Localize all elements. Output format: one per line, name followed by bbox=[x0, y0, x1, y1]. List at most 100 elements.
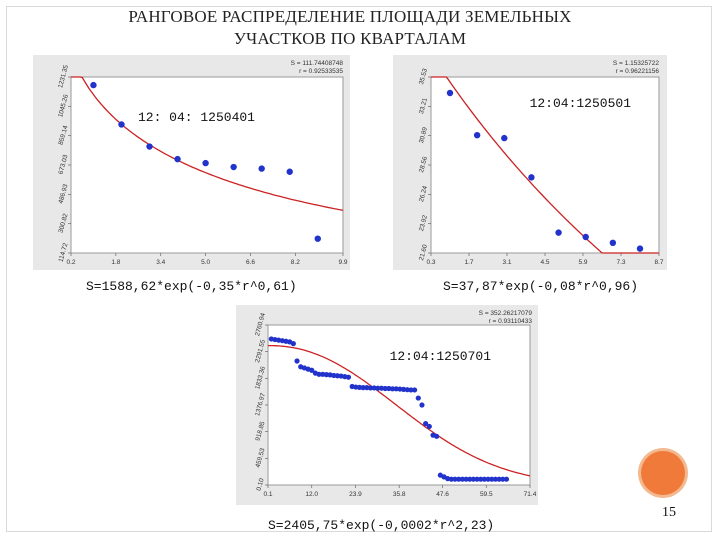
data-point bbox=[174, 155, 181, 163]
y-tick-label: 859.14 bbox=[58, 124, 70, 145]
y-tick-label: 33.21 bbox=[418, 97, 429, 115]
data-point bbox=[501, 134, 508, 142]
data-point bbox=[467, 476, 473, 482]
data-point bbox=[408, 387, 414, 393]
x-tick-label: 12.0 bbox=[305, 491, 318, 498]
y-tick-label: 459.53 bbox=[255, 447, 267, 468]
y-tick-label: 28.56 bbox=[418, 155, 429, 173]
stats-label: r = 0.96221156 bbox=[616, 68, 660, 75]
data-point bbox=[582, 233, 589, 241]
data-point bbox=[230, 163, 237, 171]
y-tick-label: 0.10 bbox=[256, 477, 266, 491]
data-point bbox=[290, 340, 296, 347]
x-tick-label: 9.9 bbox=[338, 259, 347, 266]
stats-label: r = 0.92533535 bbox=[299, 68, 343, 75]
data-point bbox=[419, 402, 425, 408]
x-tick-label: 0.1 bbox=[263, 491, 272, 498]
data-point bbox=[636, 245, 644, 252]
y-tick-label: 23.92 bbox=[418, 214, 429, 232]
fitted-curve bbox=[431, 76, 659, 254]
x-tick-label: 47.6 bbox=[436, 491, 449, 498]
data-point bbox=[412, 387, 418, 393]
data-point bbox=[434, 433, 440, 439]
data-point bbox=[202, 159, 209, 167]
data-point bbox=[415, 395, 421, 401]
data-point bbox=[456, 476, 462, 482]
fitted-curve bbox=[268, 344, 531, 477]
data-point bbox=[360, 385, 366, 391]
data-point bbox=[489, 476, 495, 482]
data-point bbox=[463, 476, 469, 482]
y-tick-label: 35.53 bbox=[418, 67, 429, 85]
data-point bbox=[459, 476, 465, 482]
slide-frame bbox=[6, 6, 712, 532]
y-tick-label: 30.89 bbox=[418, 126, 429, 144]
chart-title: 12:04:1250501 bbox=[530, 96, 632, 111]
data-point bbox=[258, 165, 265, 172]
x-tick-label: 1.8 bbox=[111, 259, 120, 266]
data-point bbox=[492, 476, 499, 482]
data-point bbox=[503, 476, 510, 482]
data-point bbox=[118, 121, 125, 128]
data-point bbox=[375, 385, 381, 391]
data-point bbox=[485, 476, 491, 482]
x-tick-label: 5.0 bbox=[201, 259, 210, 266]
decorative-orange-circle bbox=[641, 451, 685, 495]
data-point bbox=[452, 476, 458, 482]
formula-1250701: S=2405,75*exp(-0,0002*r^2,23) bbox=[268, 518, 495, 533]
data-point bbox=[528, 174, 535, 181]
data-point bbox=[426, 423, 432, 430]
chart-title: 12: 04: 1250401 bbox=[138, 110, 255, 125]
y-tick-label: 918.85 bbox=[255, 420, 267, 441]
page-number: 15 bbox=[662, 505, 676, 520]
stats-label: r = 0.93110433 bbox=[489, 318, 533, 325]
fitted-curve bbox=[71, 76, 344, 211]
chart-1250701: S = 352.26217079 r = 0.93110433 0.1 12.0 23.… bbox=[236, 305, 538, 505]
stats-label: S = 111.74408748 bbox=[291, 60, 344, 67]
x-tick-label: 0.3 bbox=[426, 259, 435, 266]
data-point bbox=[423, 420, 429, 427]
data-point bbox=[316, 371, 322, 377]
data-point bbox=[481, 476, 488, 482]
x-tick-label: 1.7 bbox=[464, 259, 473, 266]
data-point bbox=[496, 476, 502, 482]
data-point bbox=[90, 81, 97, 89]
data-point bbox=[314, 235, 321, 242]
y-tick-label: 1045.26 bbox=[57, 93, 70, 118]
x-tick-label: 7.3 bbox=[616, 259, 625, 266]
y-tick-label: 26.24 bbox=[418, 185, 429, 203]
x-tick-label: 59.5 bbox=[480, 491, 493, 498]
data-point bbox=[470, 476, 477, 482]
x-tick-label: 3.4 bbox=[156, 259, 165, 266]
x-tick-label: 4.5 bbox=[540, 259, 549, 266]
data-point bbox=[286, 168, 293, 175]
x-tick-label: 8.7 bbox=[654, 259, 663, 266]
y-tick-label: 1376.97 bbox=[254, 392, 267, 417]
data-point bbox=[382, 385, 388, 392]
x-tick-label: 23.9 bbox=[349, 491, 362, 498]
data-point bbox=[446, 89, 454, 97]
data-point bbox=[345, 374, 352, 380]
data-point bbox=[448, 476, 454, 482]
data-point bbox=[474, 476, 480, 482]
data-point bbox=[309, 367, 315, 373]
formula-1250501: S=37,87*exp(-0,08*r^0,96) bbox=[443, 279, 639, 294]
data-point bbox=[294, 358, 300, 364]
slide-title-line-1: РАНГОВОЕ РАСПРЕДЕЛЕНИЕ ПЛОЩАДИ ЗЕМЕЛЬНЫХ bbox=[128, 7, 572, 26]
y-tick-label: 300.82 bbox=[58, 212, 70, 233]
chart-1250501: S = 1.15325722 r = 0.96221156 0.3 1.7 3.1 4.5… bbox=[393, 55, 667, 270]
slide-title: РАНГОВОЕ РАСПРЕДЕЛЕНИЕ ПЛОЩАДИ ЗЕМЕЛЬНЫХ… bbox=[40, 6, 660, 50]
data-point bbox=[367, 385, 374, 391]
data-point bbox=[473, 131, 481, 139]
data-point bbox=[609, 239, 617, 247]
x-tick-label: 6.6 bbox=[246, 259, 255, 266]
data-point bbox=[500, 476, 506, 482]
chart-1250401: S = 111.74408748 r = 0.92533535 0.2 1.8 3.4 5… bbox=[33, 55, 350, 270]
x-tick-label: 35.8 bbox=[393, 491, 406, 498]
data-point bbox=[146, 143, 153, 150]
x-tick-label: 5.9 bbox=[578, 259, 587, 266]
stats-label: S = 1.15325722 bbox=[613, 60, 659, 67]
y-tick-label: 1231.35 bbox=[57, 64, 70, 89]
